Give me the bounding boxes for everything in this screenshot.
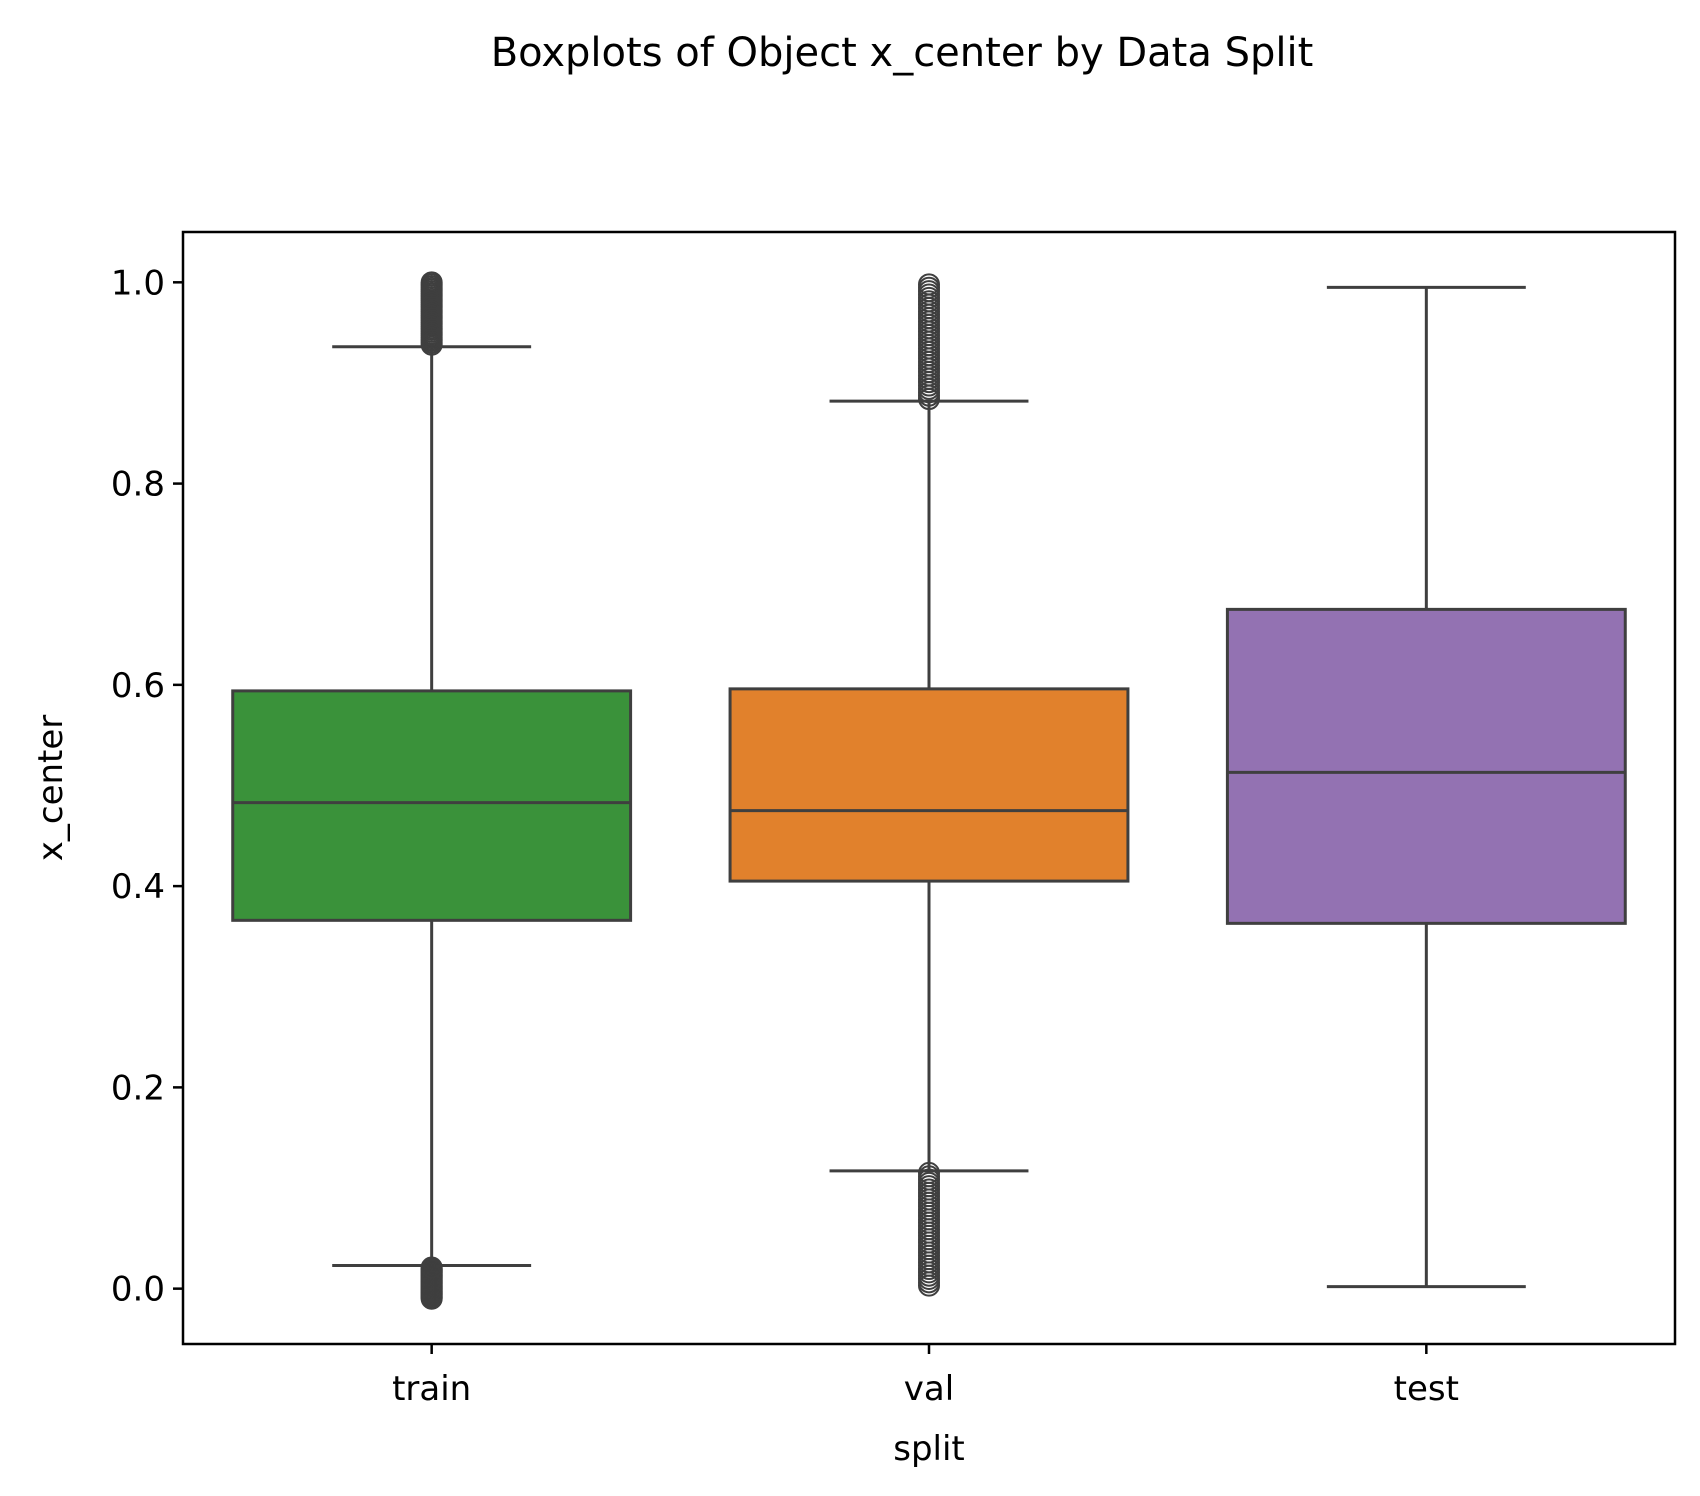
outliers-high-val xyxy=(918,273,940,411)
y-tick-label: 0.2 xyxy=(111,1068,165,1108)
y-tick-label: 0.6 xyxy=(111,666,165,706)
iqr-box-val xyxy=(728,687,1130,883)
outlier-point xyxy=(420,271,443,294)
box-test xyxy=(1225,285,1627,1289)
iqr-box-train xyxy=(231,689,633,922)
y-axis: 0.0 0.2 0.4 0.6 0.8 1.0 xyxy=(111,263,183,1310)
chart-title: Boxplots of Object x_center by Data Spli… xyxy=(491,30,1314,76)
y-tick-label: 0.8 xyxy=(111,465,165,505)
y-tick-label: 0.0 xyxy=(111,1270,165,1310)
y-tick-label: 0.4 xyxy=(111,867,165,907)
x-axis-label: split xyxy=(893,1429,965,1469)
outlier-point xyxy=(420,1256,443,1279)
outlier-point xyxy=(918,273,940,296)
x-tick-label-val: val xyxy=(904,1369,954,1409)
outliers-high-train xyxy=(420,271,443,356)
outliers-low-train xyxy=(420,1256,443,1310)
box-train xyxy=(231,271,633,1310)
outlier-point xyxy=(918,1161,940,1184)
box-val xyxy=(728,273,1130,1297)
outliers-low-val xyxy=(918,1161,940,1297)
y-tick-label: 1.0 xyxy=(111,263,165,303)
x-tick-label-train: train xyxy=(392,1369,471,1409)
plot-area xyxy=(231,271,1627,1310)
y-axis-label: x_center xyxy=(31,715,71,862)
iqr-box-test xyxy=(1225,607,1627,925)
x-axis: train val test xyxy=(392,1344,1459,1409)
x-tick-label-test: test xyxy=(1394,1369,1459,1409)
